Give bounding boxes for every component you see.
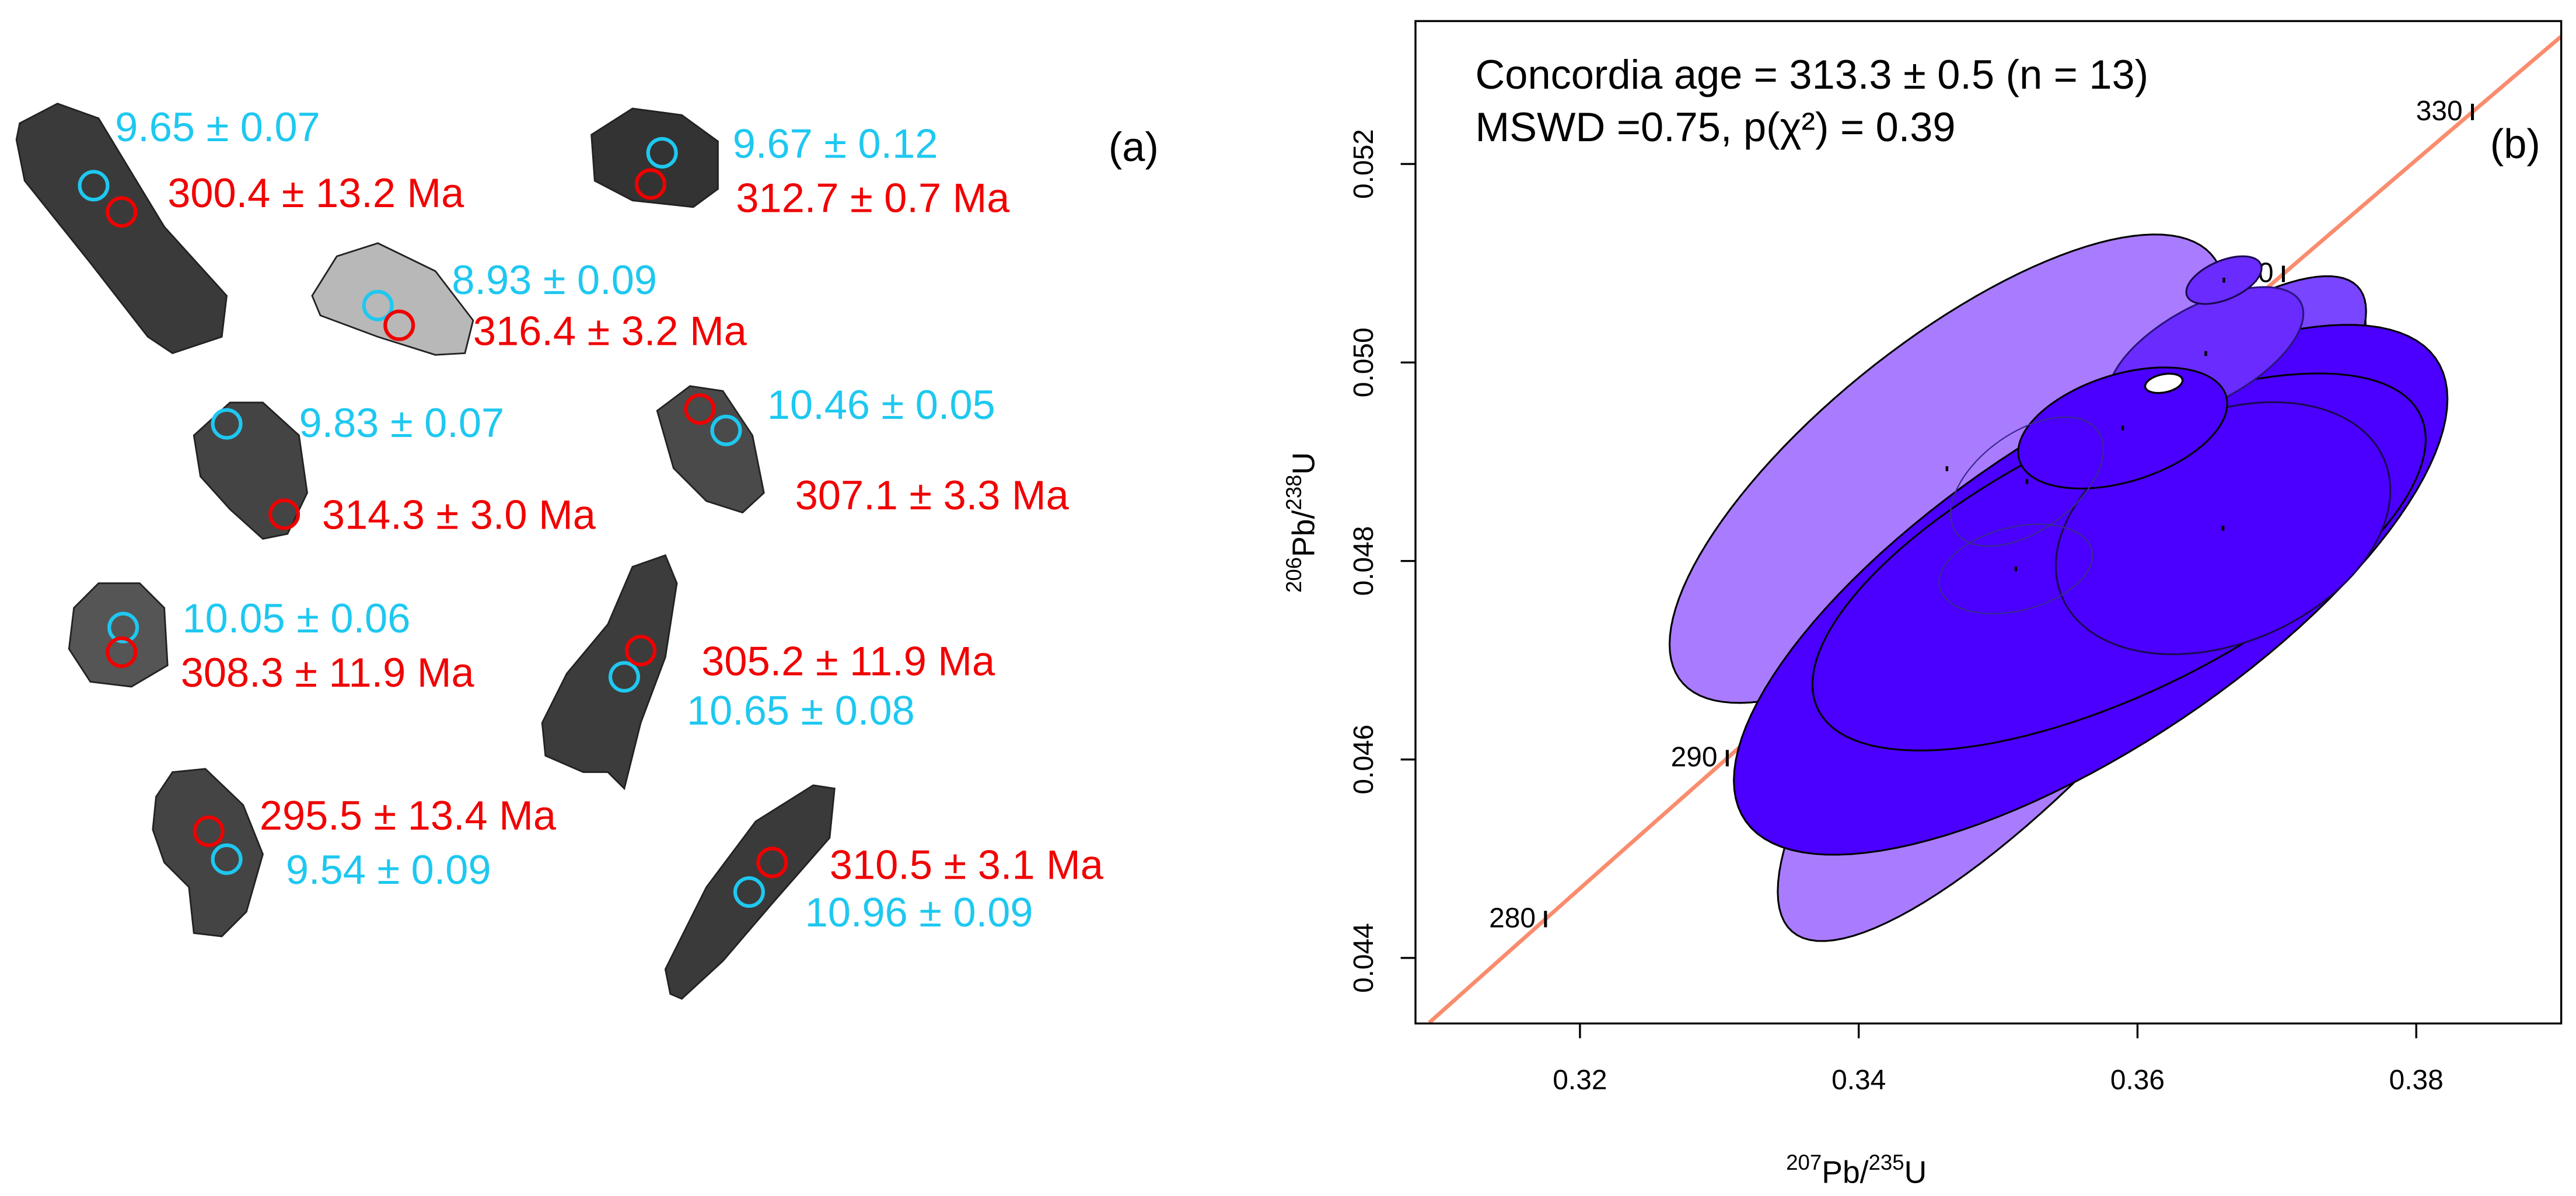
y-tick-label: 0.046 <box>1348 725 1379 795</box>
zircon-grain-image <box>15 102 228 355</box>
x-tick-label: 0.36 <box>2110 1065 2165 1096</box>
y-tick-label: 0.052 <box>1348 129 1379 199</box>
zircon-grain-image <box>656 385 765 514</box>
red-age-label: 314.3 ± 3.0 Ma <box>322 492 596 538</box>
red-age-label: 307.1 ± 3.3 Ma <box>795 472 1069 518</box>
x-tick-label: 0.38 <box>2389 1065 2444 1096</box>
y-label-base2: U <box>1287 452 1322 475</box>
cyan-spot-circle <box>733 876 765 908</box>
x-label-base1: Pb/ <box>1822 1155 1868 1190</box>
cyan-value-label: 9.65 ± 0.07 <box>115 104 320 150</box>
error-ellipse <box>1949 416 2105 547</box>
cyan-value-label: 9.67 ± 0.12 <box>733 120 938 166</box>
zircon-grain: 9.67 ± 0.12 312.7 ± 0.7 Ma <box>590 107 1010 221</box>
ellipse-center-point <box>2121 425 2124 431</box>
red-age-label: 295.5 ± 13.4 Ma <box>260 792 557 838</box>
cyan-value-label: 10.46 ± 0.05 <box>767 382 995 428</box>
y-label-sup1: 206 <box>1282 557 1306 593</box>
red-age-label: 305.2 ± 11.9 Ma <box>701 638 995 684</box>
x-axis-label: 207Pb/235U <box>1786 1150 1927 1190</box>
y-tick-label: 0.050 <box>1348 327 1379 397</box>
zircon-grain: 9.54 ± 0.09 295.5 ± 13.4 Ma <box>152 768 557 938</box>
zircon-grain-image <box>311 242 474 356</box>
ellipse-center-point <box>2221 526 2225 531</box>
cyan-spot-circle <box>107 611 139 644</box>
cyan-value-label: 10.96 ± 0.09 <box>805 889 1033 935</box>
cyan-spot-circle <box>362 289 394 321</box>
red-age-label: 312.7 ± 0.7 Ma <box>736 174 1010 221</box>
zircon-grain: 10.05 ± 0.06 308.3 ± 11.9 Ma <box>68 582 475 695</box>
cyan-value-label: 10.05 ± 0.06 <box>183 595 411 641</box>
axes: 0.32 0.34 0.36 0.38 0.044 0.046 0.048 0.050 0.05… <box>1348 129 2444 1096</box>
y-label-sup2: 238 <box>1282 475 1306 510</box>
cyan-value-label: 10.65 ± 0.08 <box>687 687 915 733</box>
concordia-age-label: 330 <box>2416 96 2463 127</box>
zircon-grain-image <box>664 784 836 1000</box>
zircon-grain: 9.83 ± 0.07 314.3 ± 3.0 Ma <box>193 400 596 540</box>
chart-title-line1: Concordia age = 313.3 ± 0.5 (n = 13) <box>1475 51 2148 97</box>
red-age-label: 316.4 ± 3.2 Ma <box>473 307 747 354</box>
x-label-sup2: 235 <box>1869 1150 1904 1174</box>
x-tick-label: 0.32 <box>1553 1065 1607 1096</box>
error-ellipse <box>1938 523 2093 614</box>
cyan-spot-circle <box>608 661 640 693</box>
red-spot-circle <box>684 393 716 425</box>
ellipse-center-point <box>2014 566 2018 572</box>
ellipse-center-point <box>2204 351 2207 356</box>
cyan-value-label: 9.83 ± 0.07 <box>299 400 504 446</box>
zircon-grain-image <box>152 768 264 938</box>
cyan-spot-circle <box>211 408 243 440</box>
ellipse-center-point <box>1945 466 1949 471</box>
zircon-grain-image <box>68 582 169 688</box>
red-spot-circle <box>268 498 300 530</box>
red-age-label: 300.4 ± 13.2 Ma <box>167 170 464 216</box>
panel-b-label: (b) <box>2490 120 2540 166</box>
concordia-age-label: 290 <box>1671 742 1718 773</box>
ellipse-center-point <box>2025 479 2029 484</box>
red-age-label: 308.3 ± 11.9 Ma <box>181 649 475 695</box>
panel-b-concordia-plot: 280290320330 0.320.340.360.380.0440.0460… <box>1282 20 2563 1190</box>
red-spot-circle <box>106 636 138 668</box>
zircon-grain: 10.46 ± 0.05 307.1 ± 3.3 Ma <box>656 382 1069 518</box>
plot-frame <box>1414 20 2563 1024</box>
red-spot-circle <box>634 168 667 200</box>
zircon-grain-image <box>193 401 308 540</box>
plot-area: 280290320330 <box>1428 35 2561 1024</box>
cyan-spot-circle <box>710 414 742 446</box>
y-axis-label: 206Pb/238U <box>1282 452 1322 593</box>
chart-title-line2: MSWD =0.75, p(χ²) = 0.39 <box>1475 104 1955 150</box>
red-age-label: 310.5 ± 3.1 Ma <box>830 841 1104 887</box>
cyan-spot-circle <box>78 170 110 202</box>
concordia-age-label: 280 <box>1489 903 1536 933</box>
cyan-value-label: 9.54 ± 0.09 <box>286 847 491 893</box>
cyan-spot-circle <box>646 137 678 169</box>
ellipse-center-point <box>2222 277 2225 283</box>
zircon-grain-image <box>590 107 719 208</box>
red-spot-circle <box>106 196 138 228</box>
red-spot-circle <box>383 309 415 341</box>
red-spot-circle <box>756 847 788 879</box>
panel-a-zircon-images: 9.65 ± 0.07 300.4 ± 13.2 Ma 9.67 ± 0.12 312… <box>15 102 1104 1000</box>
cyan-value-label: 8.93 ± 0.09 <box>452 257 657 303</box>
red-spot-circle <box>193 815 225 847</box>
red-spot-circle <box>625 635 657 667</box>
concordia-age-ellipse <box>2144 372 2184 394</box>
x-label-sup1: 207 <box>1786 1150 1822 1174</box>
x-label-base2: U <box>1904 1155 1927 1190</box>
zircon-grain: 9.65 ± 0.07 300.4 ± 13.2 Ma <box>15 102 464 355</box>
y-tick-label: 0.044 <box>1348 923 1379 993</box>
cyan-spot-circle <box>211 843 243 875</box>
x-tick-label: 0.34 <box>1831 1065 1886 1096</box>
panel-a-label: (a) <box>1109 124 1159 170</box>
y-label-base1: Pb/ <box>1287 510 1322 557</box>
y-tick-label: 0.048 <box>1348 526 1379 596</box>
